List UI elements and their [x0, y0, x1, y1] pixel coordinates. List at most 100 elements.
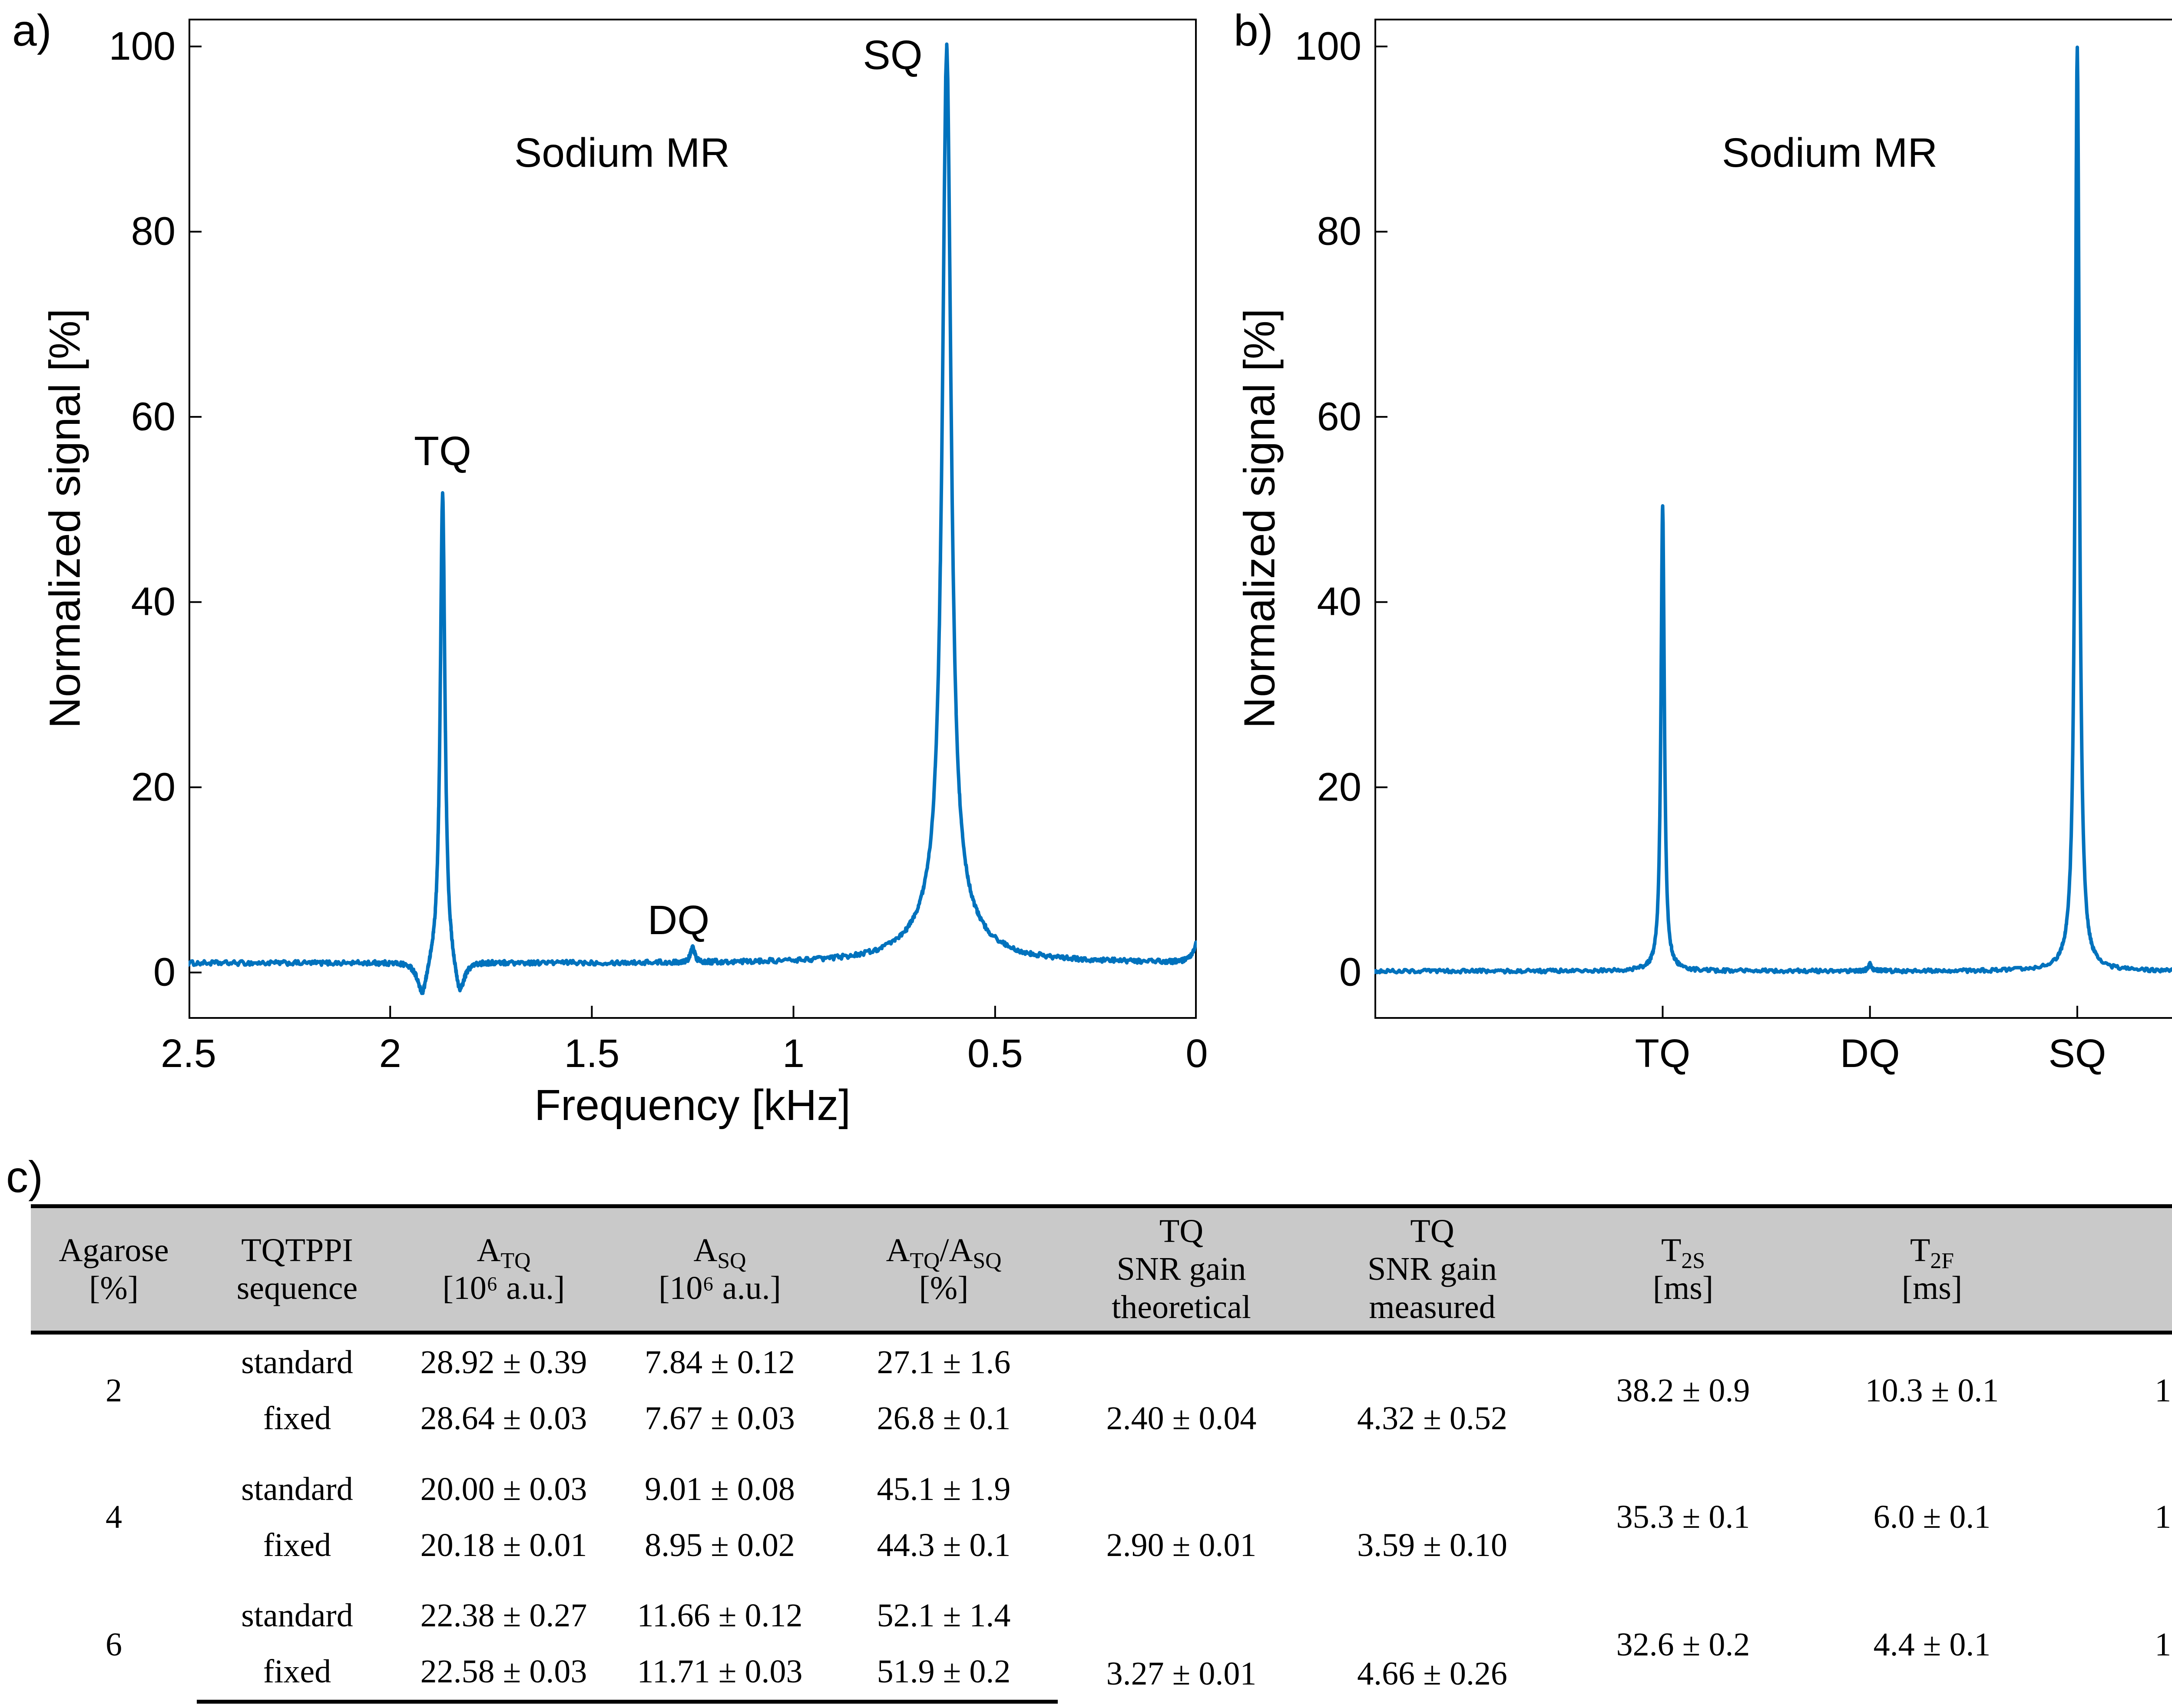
table-header-row: Agarose [%] TQTPPI sequence ATQ [10⁶ a.u…	[31, 1204, 2172, 1335]
peak-label-sq: SQ	[863, 32, 923, 78]
cell-asq: 9.01 ± 0.08	[645, 1470, 795, 1507]
x-tick-label: DQ	[1840, 1031, 1900, 1076]
chart-a-xlabel: Frequency [kHz]	[534, 1081, 851, 1130]
cell-t2s: 38.2 ± 0.9	[1616, 1372, 1750, 1409]
cell-sequence: standard	[241, 1470, 353, 1507]
header-symbol: ATQ/ASQ	[886, 1232, 1002, 1273]
chart-a-annotation: Sodium MR	[514, 130, 730, 176]
y-tick-label: 60	[131, 394, 175, 439]
x-tick-label: 0.5	[967, 1031, 1023, 1076]
cell-ratio: 26.8 ± 0.1	[877, 1400, 1011, 1437]
y-tick-label: 80	[131, 209, 175, 254]
col-header-atq: ATQ [10⁶ a.u.]	[397, 1204, 610, 1335]
table-row-standard: 6 standard 22.38 ± 0.27 11.66 ± 0.12 52.…	[31, 1573, 2172, 1691]
x-tick-label: 0	[1185, 1031, 1208, 1076]
y-tick-label: 60	[1317, 394, 1361, 439]
cell-atq: 20.00 ± 0.03	[420, 1470, 587, 1507]
y-tick-label: 40	[131, 579, 175, 624]
cell-snr-theoretical: 2.40 ± 0.04	[1106, 1400, 1257, 1437]
col-header-ratio: ATQ/ASQ [%]	[830, 1204, 1058, 1335]
cell-asq: 7.67 ± 0.03	[645, 1400, 795, 1437]
x-tick-label: 1.5	[564, 1031, 620, 1076]
cell-agarose: 4	[106, 1499, 122, 1536]
table-row-fixed: fixed 28.64 ± 0.03 7.67 ± 0.03 26.8 ± 0.…	[31, 1391, 2172, 1447]
cell-snr-measured: 4.32 ± 0.52	[1357, 1400, 1507, 1437]
table-row-fixed: fixed 20.18 ± 0.01 8.95 ± 0.02 44.3 ± 0.…	[31, 1517, 2172, 1573]
header-text: sequence	[236, 1270, 358, 1307]
col-header-tau-opt: τopt [ms]	[2057, 1204, 2172, 1335]
cell-tau-opt: 12.8 ± 0.1	[2155, 1499, 2172, 1536]
table-row-fixed: fixed 22.58 ± 0.03 11.71 ± 0.03 51.9 ± 0…	[31, 1644, 2172, 1704]
cell-atq: 22.58 ± 0.03	[397, 1644, 610, 1704]
x-tick-label: 1	[782, 1031, 805, 1076]
x-tick-label: SQ	[2048, 1031, 2106, 1076]
y-tick-label: 100	[109, 24, 176, 69]
cell-ratio: 45.1 ± 1.9	[877, 1470, 1011, 1507]
cell-snr-measured: 3.59 ± 0.10	[1357, 1526, 1507, 1563]
chart-b: Sodium MR TQ DQ SQ 0 20 40 60 80 100	[1295, 19, 2172, 1076]
y-tick-label: 0	[1339, 950, 1361, 994]
cell-t2f: 6.0 ± 0.1	[1873, 1499, 1991, 1536]
col-header-sequence: TQTPPI sequence	[197, 1204, 397, 1335]
cell-snr-theoretical: 2.90 ± 0.01	[1106, 1526, 1257, 1563]
chart-a: Sodium MR TQ DQ SQ 2.5 2 1.5 1 0.5 0 0 20 40 60 80…	[109, 19, 1208, 1076]
cell-agarose: 2	[106, 1372, 122, 1409]
chart-a-plot	[189, 19, 1197, 1019]
results-table: Agarose [%] TQTPPI sequence ATQ [10⁶ a.u…	[31, 1204, 2172, 1704]
col-header-agarose: Agarose [%]	[31, 1204, 197, 1335]
y-tick-label: 20	[1317, 765, 1361, 809]
cell-t2s: 32.6 ± 0.2	[1616, 1626, 1750, 1663]
header-symbol: ASQ	[693, 1232, 746, 1273]
header-text: TQ	[1410, 1213, 1454, 1249]
cell-asq: 7.84 ± 0.12	[645, 1344, 795, 1381]
header-text: TQ	[1159, 1213, 1204, 1249]
table-row-standard: 4 standard 20.00 ± 0.03 9.01 ± 0.08 45.1…	[31, 1447, 2172, 1563]
cell-sequence: fixed	[263, 1526, 331, 1563]
cell-agarose: 6	[106, 1626, 122, 1663]
cell-t2f: 4.4 ± 0.1	[1873, 1626, 1991, 1663]
header-text: Agarose	[59, 1232, 169, 1269]
cell-ratio: 27.1 ± 1.6	[877, 1344, 1011, 1381]
y-tick-label: 40	[1317, 579, 1361, 624]
header-unit: [%]	[89, 1270, 139, 1307]
cell-ratio: 52.1 ± 1.4	[877, 1597, 1011, 1634]
header-text: TQTPPI	[241, 1232, 353, 1269]
header-unit: [10⁶ a.u.]	[659, 1270, 781, 1307]
y-tick-label: 80	[1317, 209, 1361, 254]
col-header-asq: ASQ [10⁶ a.u.]	[610, 1204, 830, 1335]
header-symbol: T2S	[1661, 1232, 1705, 1273]
cell-atq: 28.92 ± 0.39	[420, 1344, 587, 1381]
cell-sequence: fixed	[263, 1400, 331, 1437]
cell-asq: 8.95 ± 0.02	[645, 1526, 795, 1563]
header-text: SNR gain	[1116, 1251, 1246, 1288]
cell-t2f: 10.3 ± 0.1	[1865, 1372, 1999, 1409]
cell-atq: 22.38 ± 0.27	[420, 1597, 587, 1634]
chart-b-ylabel: Normalized signal [%]	[1235, 308, 1284, 729]
header-symbol: T2F	[1910, 1232, 1954, 1273]
cell-sequence: fixed	[197, 1644, 397, 1704]
col-header-snr-measured: TQ SNR gain measured	[1305, 1204, 1559, 1335]
chart-a-ylabel: Normalized signal [%]	[40, 308, 89, 729]
cell-ratio: 51.9 ± 0.2	[830, 1644, 1058, 1704]
header-text: measured	[1369, 1288, 1496, 1325]
peak-label-dq: DQ	[647, 897, 710, 943]
col-header-snr-theoretical: TQ SNR gain theoretical	[1058, 1204, 1305, 1335]
cell-tau-opt: 10.2 ± 0.1	[2155, 1626, 2172, 1663]
cell-snr-theoretical: 3.27 ± 0.01	[1106, 1655, 1257, 1692]
cell-asq: 11.71 ± 0.03	[610, 1644, 830, 1704]
chart-b-plot	[1374, 19, 2172, 1019]
cell-asq: 11.66 ± 0.12	[637, 1597, 803, 1634]
cell-atq: 28.64 ± 0.03	[420, 1400, 587, 1437]
header-unit: [ms]	[1652, 1270, 1714, 1307]
header-text: theoretical	[1112, 1288, 1251, 1325]
header-unit: [ms]	[1901, 1270, 1963, 1307]
x-tick-label: TQ	[1635, 1031, 1691, 1076]
y-tick-label: 100	[1295, 24, 1362, 69]
col-header-t2s: T2S [ms]	[1559, 1204, 1807, 1335]
cell-sequence: standard	[241, 1344, 353, 1381]
y-tick-label: 0	[153, 950, 175, 994]
x-tick-label: 2	[379, 1031, 401, 1076]
cell-t2s: 35.3 ± 0.1	[1616, 1499, 1750, 1536]
col-header-t2f: T2F [ms]	[1807, 1204, 2057, 1335]
